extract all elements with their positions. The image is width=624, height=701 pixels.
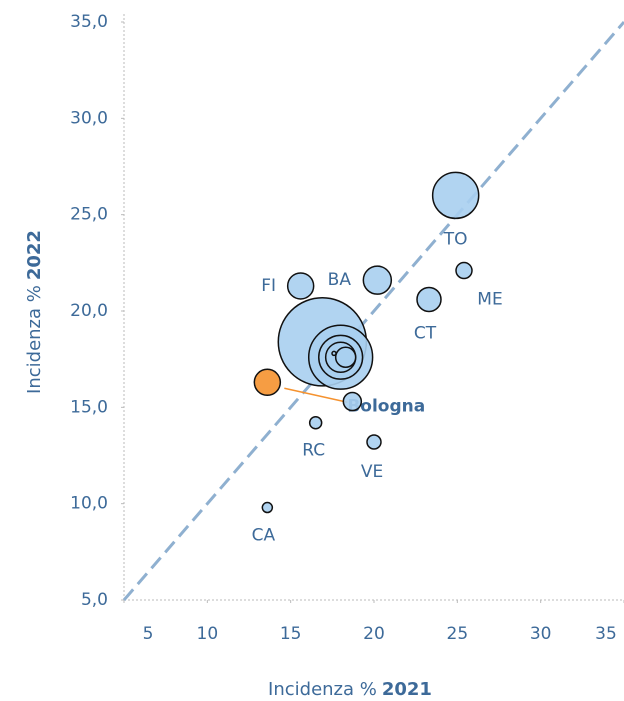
x-tick-label: 5 (143, 624, 154, 644)
x-axis-title-year: 2021 (382, 679, 432, 700)
point-label: ME (477, 290, 502, 310)
y-axis-title-text: Incidenza % (24, 285, 45, 394)
bubble (342, 391, 363, 412)
x-axis-title-text: Incidenza % (268, 679, 377, 700)
y-tick-label: 10,0 (70, 494, 108, 514)
point-label: FI (261, 276, 276, 296)
bubble (431, 171, 480, 220)
bubble (286, 272, 315, 300)
point-label: TO (443, 229, 468, 249)
point-label: CT (414, 323, 437, 343)
y-axis-title-year: 2022 (24, 230, 45, 280)
y-tick-label: 25,0 (70, 205, 108, 225)
y-axis-title: Incidenza % 2022 (24, 230, 45, 394)
point-label: VE (361, 462, 383, 482)
bubble (416, 286, 442, 313)
y-tick-label: 30,0 (70, 108, 108, 128)
leader-line (284, 387, 348, 404)
x-tick-label: 20 (363, 624, 385, 644)
y-tick-label: 15,0 (70, 397, 108, 417)
y-tick-label: 35,0 (70, 12, 108, 32)
bubble (455, 261, 473, 280)
x-tick-label: 10 (197, 624, 219, 644)
bubble (331, 350, 337, 357)
bubble (253, 368, 282, 397)
point-label: Bologna (347, 396, 425, 416)
point-label: CA (252, 526, 276, 546)
x-tick-label: 35 (595, 624, 617, 644)
bubble (362, 265, 393, 295)
x-tick-label: 30 (530, 624, 552, 644)
bubble (334, 346, 357, 368)
point-label: BA (328, 270, 352, 290)
x-tick-label: 15 (280, 624, 302, 644)
point-label: RC (302, 441, 325, 461)
y-tick-label: 5,0 (81, 590, 108, 610)
x-axis-title: Incidenza % 2021 (268, 679, 432, 700)
bubble (366, 434, 382, 450)
x-tick-label: 25 (447, 624, 469, 644)
y-tick-label: 20,0 (70, 301, 108, 321)
diagonal (122, 21, 624, 601)
bubble (308, 415, 323, 430)
bubble (261, 501, 274, 514)
